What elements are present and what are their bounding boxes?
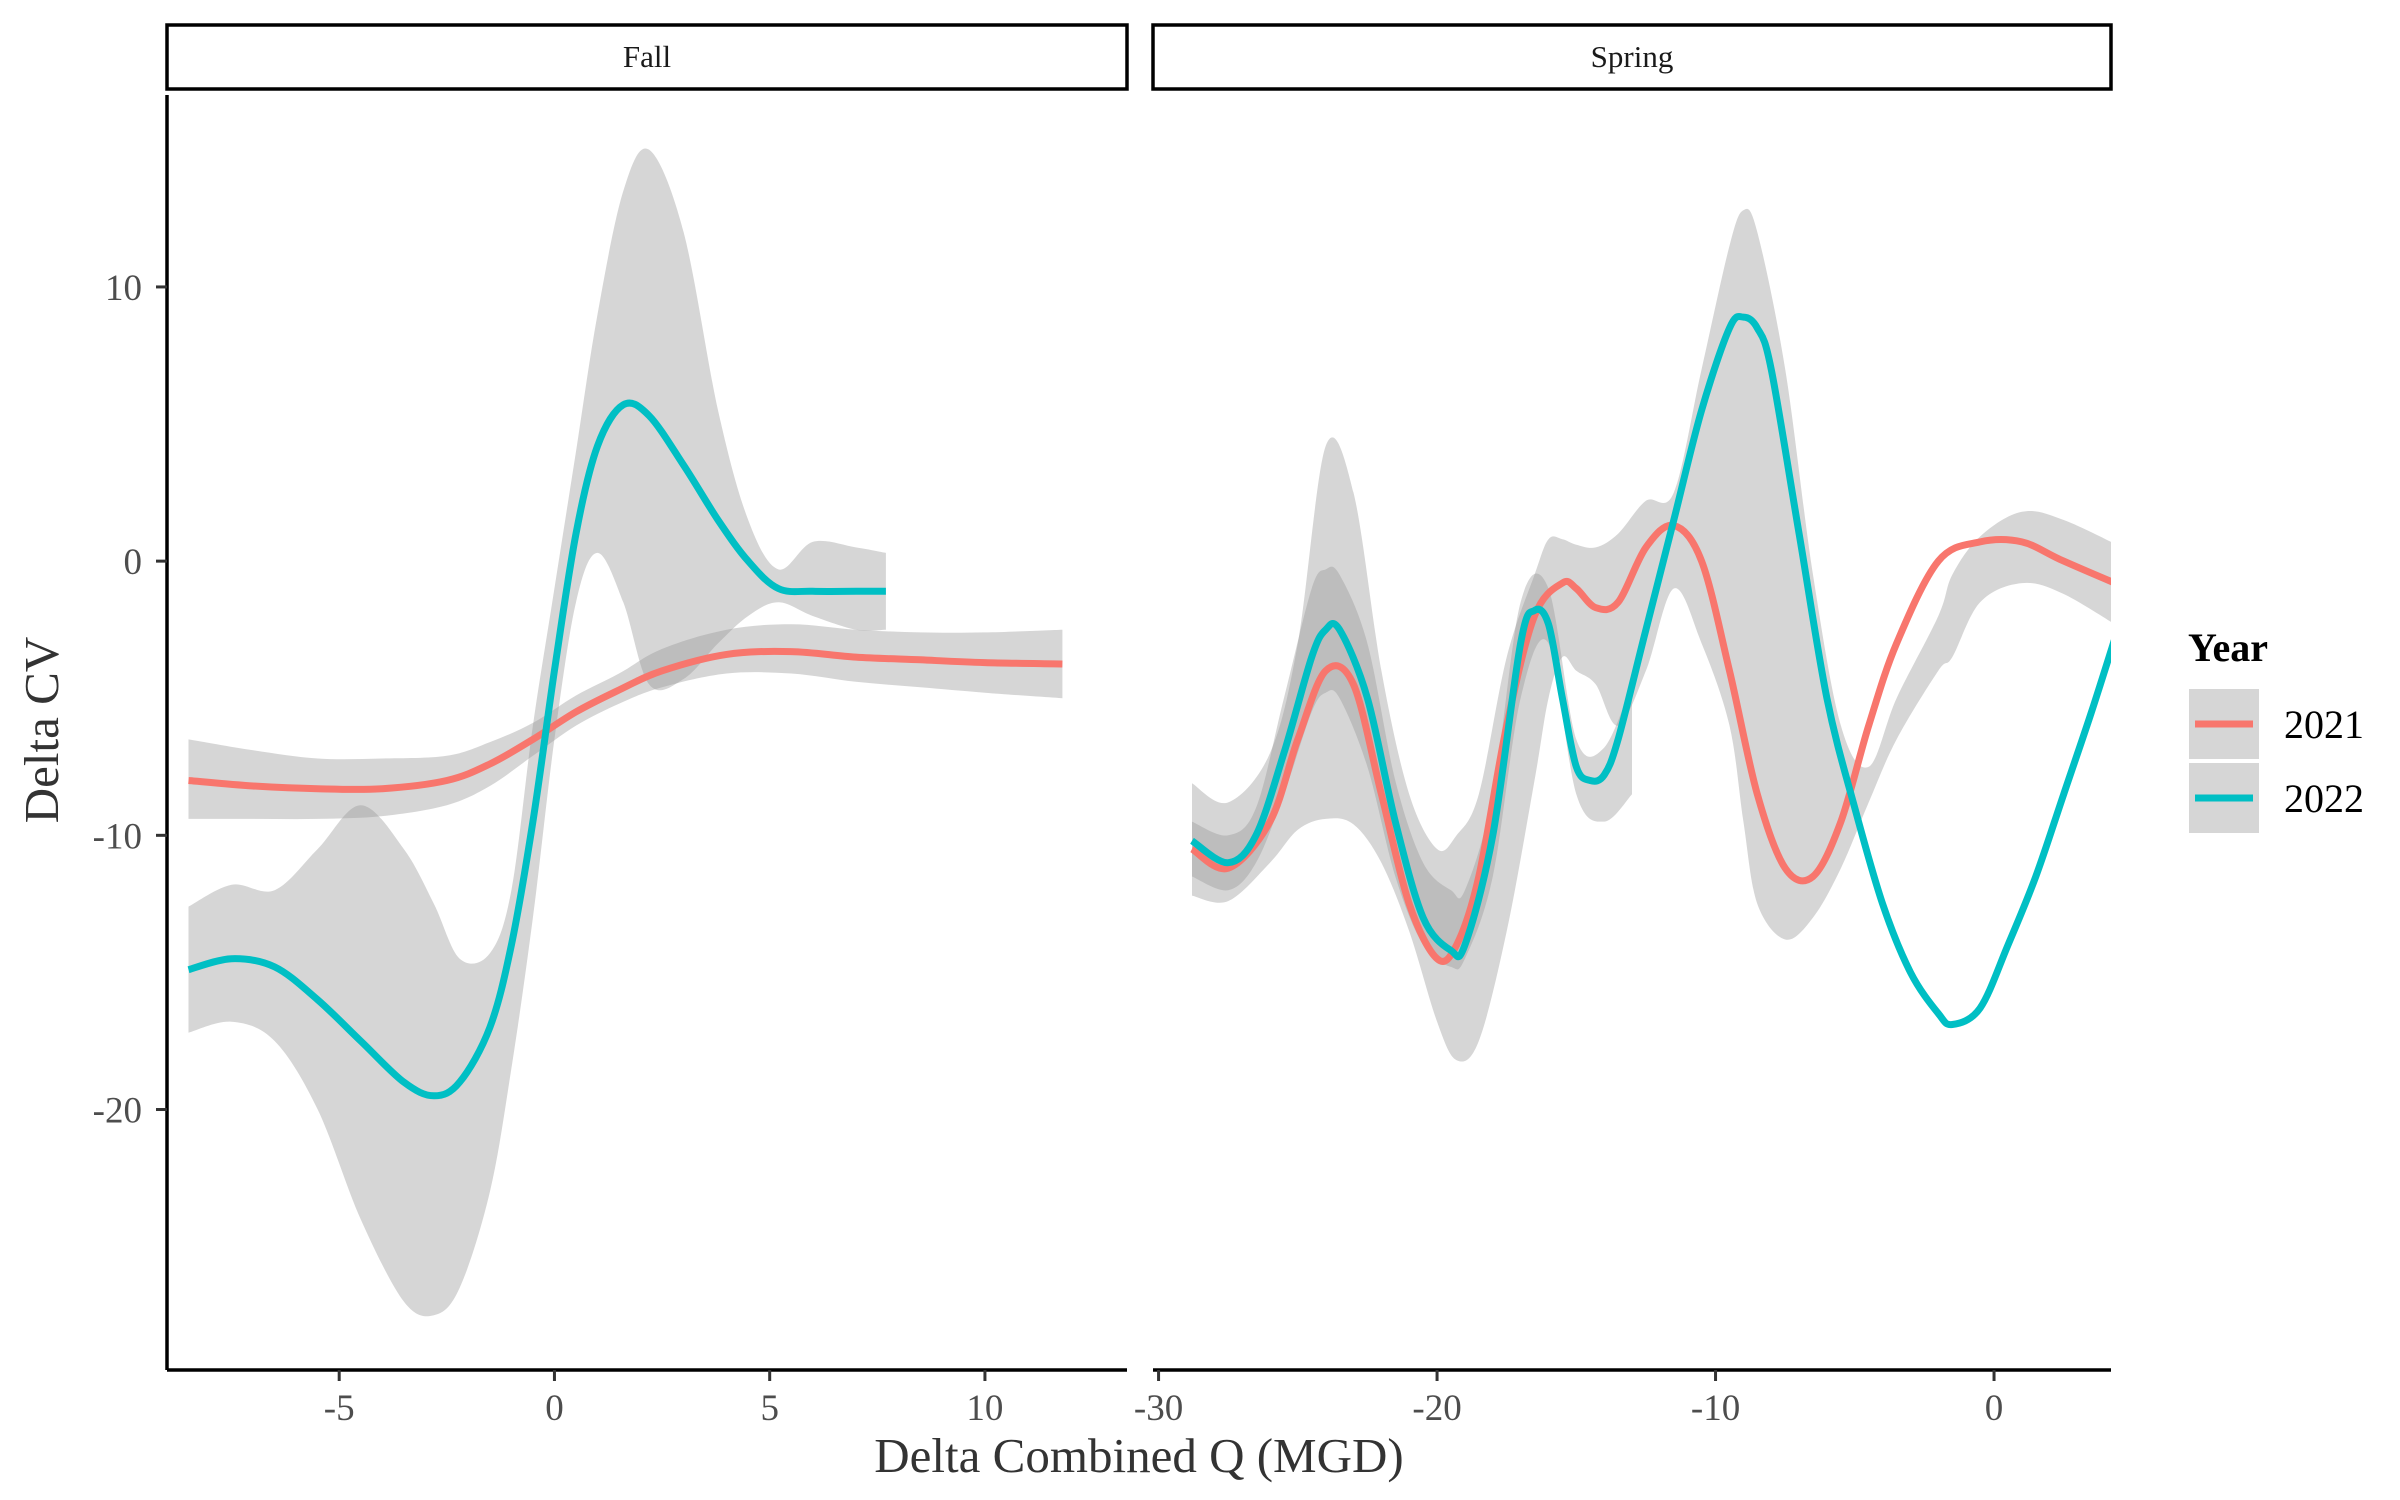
strip-label-spring: Spring [1591,39,1674,74]
confidence-band-fall-2022 [188,148,886,1317]
confidence-band-fall-2021 [188,624,1063,820]
strip-label-fall: Fall [623,39,671,74]
legend-label-2022: 2022 [2284,776,2364,821]
x-tick-label-fall: 10 [966,1388,1003,1429]
x-tick-label-spring: -10 [1691,1388,1740,1429]
plot-area-spring [1189,208,2111,1062]
x-tick-label-fall: 5 [760,1388,779,1429]
y-tick-label: -20 [93,1091,142,1132]
series-line-fall-2021 [188,647,1063,793]
x-axis-spring: -30 -20 -10 0 [1134,1368,2111,1429]
legend-key-2022 [2187,761,2261,835]
series-line-fall-2022 [187,399,886,1100]
confidence-band-spring-0 [1192,208,2111,1062]
x-tick-label-spring: -30 [1134,1388,1183,1429]
x-axis-title: Delta Combined Q (MGD) [874,1428,1403,1483]
y-tick-label: -10 [93,816,142,857]
series-line-spring-2021 [1190,521,2111,965]
x-tick-label-spring: -20 [1412,1388,1461,1429]
series-line-spring-2022 [1189,312,2111,1029]
plot-area-fall [187,148,1063,1317]
y-tick-label: 10 [105,268,142,309]
y-tick-label: 0 [124,542,143,583]
panel-spring: Spring -30 -20 -10 0 [1134,23,2113,1429]
y-axis: -20 -10 0 10 [93,95,169,1370]
legend: Year 2021 2022 [2187,625,2364,835]
legend-key-2021 [2187,687,2261,761]
x-tick-label-spring: 0 [1985,1388,2004,1429]
legend-title: Year [2188,625,2268,670]
strip-fall [165,23,1129,91]
panel-fall: Fall -5 0 5 10 [165,23,1129,1429]
x-axis-fall: -5 0 5 10 [167,1368,1127,1429]
legend-label-2021: 2021 [2284,702,2364,747]
y-axis-title: Delta CV [14,637,69,823]
x-tick-label-fall: -5 [324,1388,355,1429]
strip-spring [1151,23,2113,91]
x-tick-label-fall: 0 [545,1388,564,1429]
